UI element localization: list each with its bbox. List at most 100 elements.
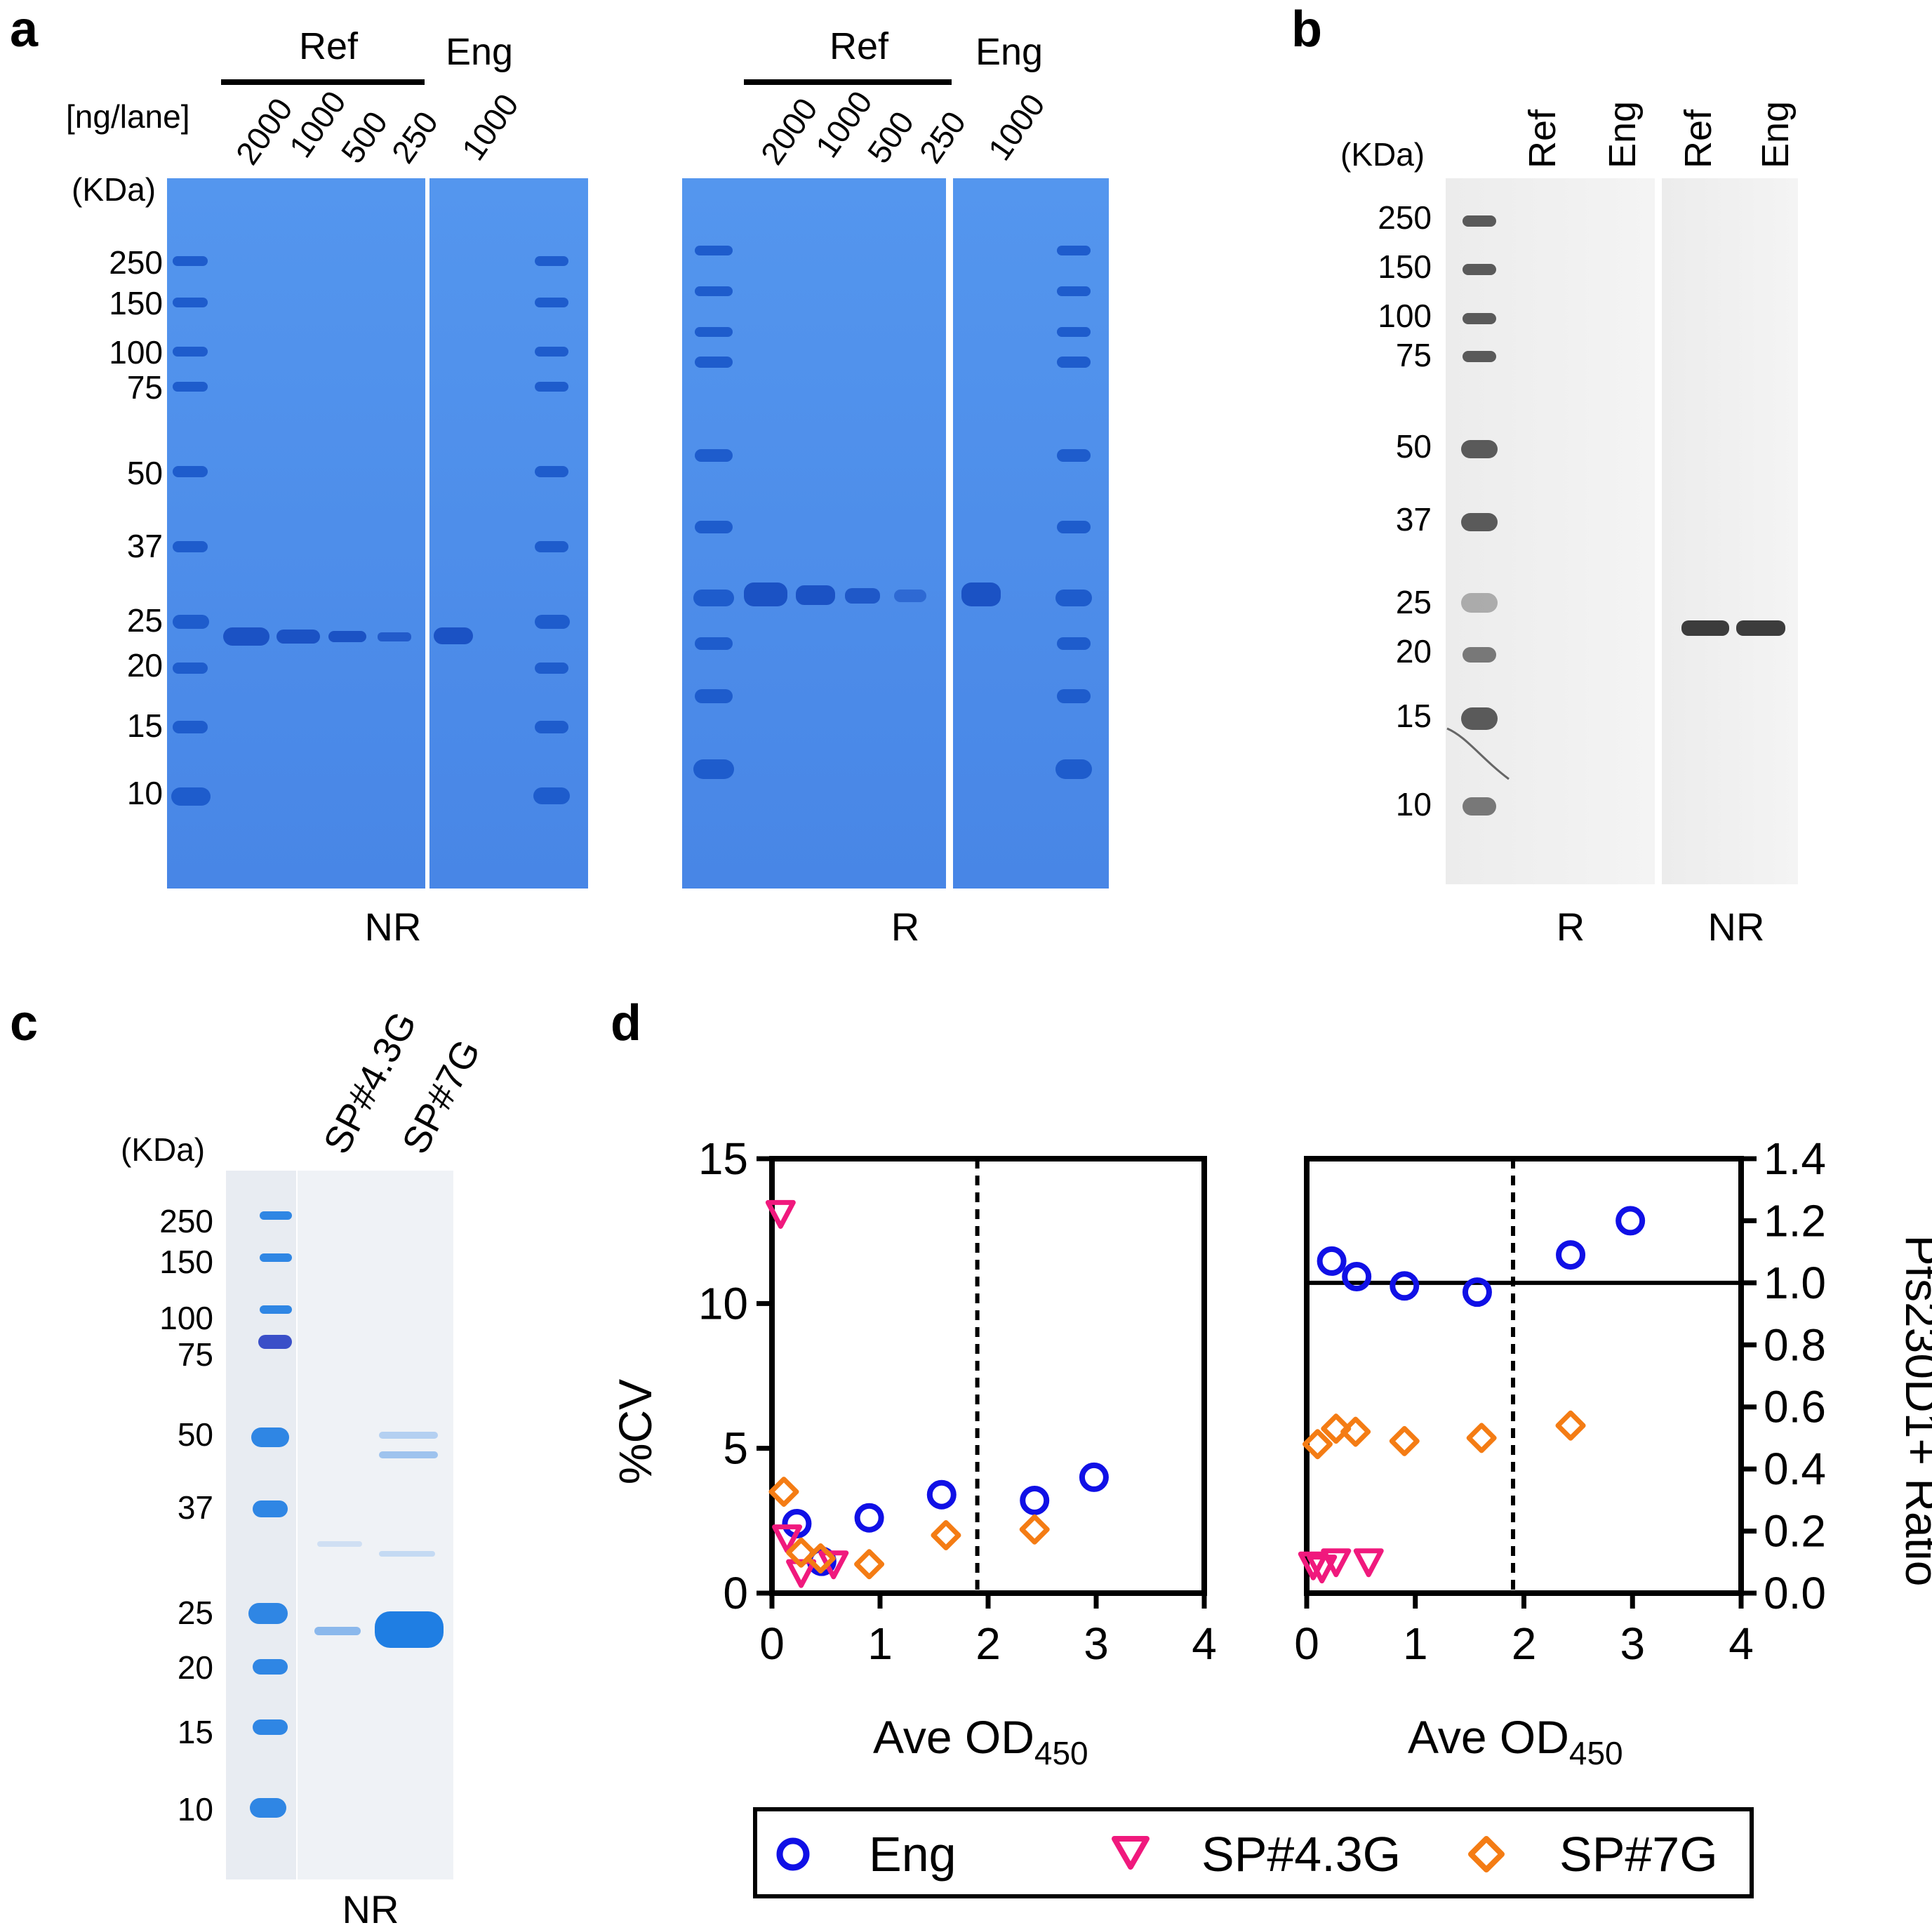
chart-ratio: 0.0 0.2 0.4 0.6 0.8 1.0 1.2 1.4 0 1 2 3 4 Pfs230D1+… [1294, 1133, 1932, 1771]
ref-label-right: Ref [830, 25, 889, 67]
y-tick-label: 0.8 [1764, 1319, 1826, 1370]
x-axis-label-main: Ave OD [1408, 1711, 1569, 1763]
condition-label-nr-b: NR [1708, 905, 1765, 949]
mw-label: 25 [127, 602, 163, 639]
mw-label: 50 [127, 455, 163, 491]
blot-b [1446, 178, 1798, 884]
mw-label: 15 [178, 1714, 213, 1750]
y-axis-ticks: 0 5 10 15 [698, 1133, 772, 1618]
legend-label: Eng [869, 1827, 957, 1882]
point-eng [1317, 1246, 1347, 1276]
point-eng [854, 1503, 884, 1533]
condition-label-r: R [891, 905, 919, 949]
x-tick-label: 0 [759, 1618, 785, 1669]
y-axis-ticks: 0.0 0.2 0.4 0.6 0.8 1.0 1.2 1.4 [1741, 1133, 1826, 1618]
gel-a-r [682, 178, 1109, 889]
lane-label: 1000 [981, 87, 1052, 167]
mw-label: 50 [1396, 428, 1432, 465]
panel-b: b (KDa) Ref Eng Ref Eng 250 150 100 75 5… [1291, 1, 1798, 949]
blot-bands [1681, 620, 1785, 636]
panel-letter-d: d [611, 995, 641, 1051]
mw-markers-b: 250 150 100 75 50 37 25 20 15 10 [1378, 199, 1432, 823]
x-tick-label: 1 [1403, 1618, 1428, 1669]
point-sp-4-3g [1307, 1555, 1338, 1584]
data-points [1298, 1206, 1646, 1584]
x-tick-label: 2 [1512, 1618, 1537, 1669]
legend-box [753, 1807, 1754, 1898]
y-tick-label: 1.2 [1764, 1195, 1826, 1246]
point-eng [1556, 1240, 1586, 1270]
mw-label: 25 [1396, 584, 1432, 620]
legend-label: SP#4.3G [1201, 1827, 1401, 1882]
point-sp-4-3g [1353, 1548, 1384, 1578]
point-sp-7g [854, 1549, 885, 1580]
point-eng [1615, 1206, 1646, 1236]
condition-label-nr: NR [365, 905, 422, 949]
point-eng [1079, 1462, 1109, 1492]
plot-frame [769, 1156, 1207, 1596]
x-tick-label: 4 [1192, 1618, 1217, 1669]
mw-label: 75 [1396, 337, 1432, 373]
point-sp-7g [1466, 1423, 1497, 1453]
point-sp-4-3g [786, 1559, 817, 1588]
blot-image [1662, 178, 1798, 884]
y-tick-label: 0.6 [1764, 1382, 1826, 1432]
lane-label: 2000 [754, 91, 825, 171]
point-eng [1342, 1262, 1372, 1292]
y-tick-label: 1.0 [1764, 1258, 1826, 1308]
ladder-bands [248, 1211, 292, 1818]
x-tick-label: 0 [1294, 1618, 1319, 1669]
legend-label: SP#7G [1559, 1827, 1718, 1882]
mw-label: 37 [178, 1489, 213, 1526]
point-eng [1020, 1485, 1050, 1515]
x-axis-ticks: 0 1 2 3 4 [1294, 1593, 1754, 1669]
x-axis-label-sub: 450 [1569, 1735, 1623, 1771]
x-tick-label: 4 [1728, 1618, 1754, 1669]
point-eng [1390, 1271, 1420, 1301]
mw-label: 25 [178, 1595, 213, 1631]
mw-label: 250 [159, 1203, 213, 1239]
mw-label: 150 [159, 1244, 213, 1280]
y-axis-label-left: %CV [609, 1379, 661, 1484]
point-sp-7g [1302, 1429, 1333, 1460]
lane-label: 250 [385, 105, 446, 170]
point-eng [1462, 1277, 1492, 1307]
y-tick-label: 0.4 [1764, 1444, 1826, 1494]
x-tick-label: 1 [867, 1618, 893, 1669]
data-points [765, 1199, 1109, 1588]
y-tick-label: 1.4 [1764, 1133, 1826, 1184]
mw-label: 37 [1396, 501, 1432, 538]
lane-labels-right: 2000 1000 500 250 1000 [754, 84, 1052, 171]
y-tick-label: 15 [698, 1133, 748, 1184]
mw-label: 250 [1378, 199, 1432, 236]
lane-labels-c: SP#4.3G SP#7G [316, 1005, 489, 1161]
condition-label-r-b: R [1557, 905, 1585, 949]
legend-diamond-icon [1468, 1836, 1505, 1872]
gel-image [953, 178, 1109, 889]
ladder-bands [1461, 215, 1498, 816]
x-axis-label-left: Ave OD450 [873, 1711, 1088, 1771]
mw-label: 15 [1396, 698, 1432, 734]
mw-label: 250 [109, 244, 163, 281]
panel-letter-c: c [10, 995, 38, 1051]
mw-label: 150 [1378, 248, 1432, 285]
lane-label: 2000 [229, 91, 300, 171]
x-axis-label-main: Ave OD [873, 1711, 1034, 1763]
gel-c [226, 1171, 453, 1879]
point-sp-7g [786, 1537, 817, 1568]
ladder-bands [171, 256, 570, 806]
mw-label: 20 [1396, 633, 1432, 670]
point-eng [926, 1479, 957, 1510]
point-sp-4-3g [1298, 1551, 1328, 1580]
mw-label: 75 [178, 1336, 213, 1373]
lane-labels-left: 2000 1000 500 250 1000 [229, 84, 526, 171]
point-sp-7g [768, 1477, 799, 1508]
mw-label: 15 [127, 707, 163, 744]
lane-label: Ref [1677, 109, 1719, 168]
plot-frame [1304, 1156, 1744, 1596]
eng-label-left: Eng [446, 31, 513, 73]
sample-bands [223, 627, 473, 646]
